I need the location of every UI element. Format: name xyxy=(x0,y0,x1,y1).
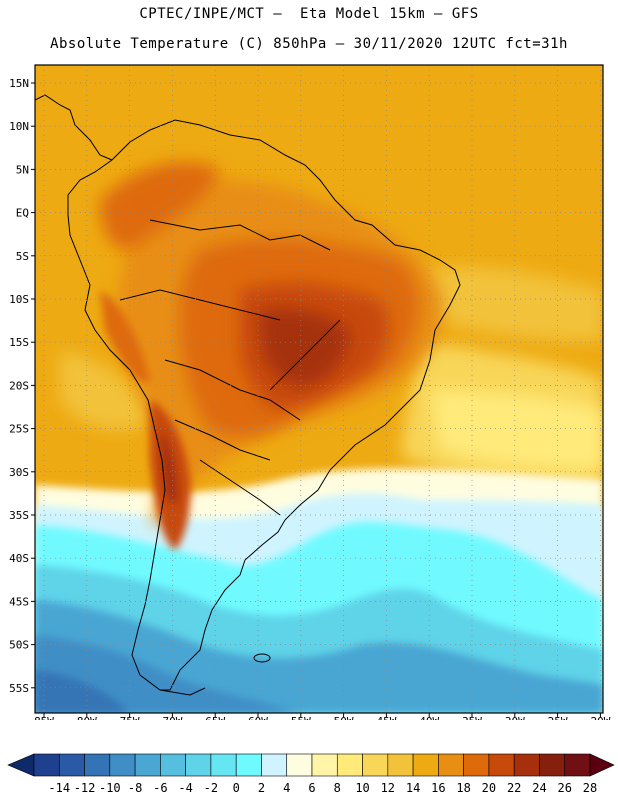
colorbar-box xyxy=(84,753,111,777)
colorbar-label: -6 xyxy=(153,781,167,795)
title-line-1: CPTEC/INPE/MCT – Eta Model 15km – GFS xyxy=(139,6,479,22)
colorbar-box xyxy=(488,753,515,777)
colorbar-label: 2 xyxy=(258,781,265,795)
colorbar-box xyxy=(336,753,363,777)
title-line-2: Absolute Temperature (C) 850hPa – 30/11/… xyxy=(50,36,568,52)
colorbar-label: 20 xyxy=(482,781,496,795)
lon-label: 85W xyxy=(34,715,54,720)
continent-warm-field xyxy=(100,161,443,550)
lon-label: 75W xyxy=(120,715,140,720)
lat-label: 50S xyxy=(9,639,29,652)
colorbar-box xyxy=(235,753,262,777)
graticule xyxy=(35,65,603,713)
lon-label: 30W xyxy=(505,715,525,720)
lon-label: 65W xyxy=(205,715,225,720)
colorbar-box xyxy=(286,753,313,777)
lon-label: 25W xyxy=(548,715,568,720)
colorbar-label: -8 xyxy=(128,781,142,795)
colorbar-box xyxy=(362,753,389,777)
colorbar-label: -10 xyxy=(99,781,121,795)
colorbar-labels: -14 -12 -10 -8 -6 -4 -2 0 2 4 6 8 10 12 14 16 18 20 22 24 26… xyxy=(48,781,597,795)
colorbar-under-arrow xyxy=(7,753,35,777)
lat-label: 25S xyxy=(9,423,29,436)
colorbar-over-arrow xyxy=(589,753,615,777)
lon-label: 50W xyxy=(334,715,354,720)
lat-label: 10S xyxy=(9,293,29,306)
colorbar-label: 26 xyxy=(558,781,572,795)
map-frame xyxy=(34,64,604,714)
colorbar-box xyxy=(564,753,591,777)
lat-label: 45S xyxy=(9,595,29,608)
colorbar-box xyxy=(210,753,237,777)
colorbar-label: 28 xyxy=(583,781,597,795)
lat-label: 30S xyxy=(9,466,29,479)
colorbar-box xyxy=(109,753,136,777)
colorbar-label: -14 xyxy=(48,781,70,795)
colorbar-box xyxy=(185,753,212,777)
colorbar-label: 12 xyxy=(381,781,395,795)
coastlines-and-borders xyxy=(35,94,461,696)
colorbar-box xyxy=(513,753,540,777)
lon-label: 55W xyxy=(291,715,311,720)
lon-label: 60W xyxy=(248,715,268,720)
map-figure: 15N 10N 5N EQ 5S 10S 15S 20S 25S 30S 35S 40S 45S 50S 5… xyxy=(9,64,611,720)
colorbar-label: 18 xyxy=(456,781,470,795)
lat-label: 5N xyxy=(16,163,29,176)
colorbar-label: 16 xyxy=(431,781,445,795)
colorbar-label: -2 xyxy=(204,781,218,795)
colorbar-label: 4 xyxy=(283,781,290,795)
longitude-axis: 85W 80W 75W 70W 65W 60W 55W 50W 45W 40W 35W 30W 25W 2… xyxy=(34,713,611,720)
colorbar: -14 -12 -10 -8 -6 -4 -2 0 2 4 6 8 10 12 14 16 18 20 22 24 26… xyxy=(7,753,615,795)
lat-label: 15S xyxy=(9,336,29,349)
colorbar-box xyxy=(412,753,439,777)
lon-label: 40W xyxy=(419,715,439,720)
colorbar-box xyxy=(438,753,464,777)
colorbar-box xyxy=(311,753,338,777)
colorbar-box xyxy=(134,753,161,777)
latitude-axis: 15N 10N 5N EQ 5S 10S 15S 20S 25S 30S 35S 40S 45S 50S 5… xyxy=(9,77,35,695)
lat-label: 20S xyxy=(9,379,29,392)
colorbar-box xyxy=(463,753,490,777)
colorbar-label: 10 xyxy=(355,781,369,795)
colorbar-box xyxy=(58,753,85,777)
colorbar-box xyxy=(539,753,566,777)
colorbar-label: -4 xyxy=(178,781,192,795)
lon-label: 45W xyxy=(376,715,396,720)
lat-label: 35S xyxy=(9,509,29,522)
colorbar-label: 0 xyxy=(233,781,240,795)
lat-label: 5S xyxy=(16,250,29,263)
lat-label: 10N xyxy=(9,120,29,133)
colorbar-box xyxy=(160,753,186,777)
lon-label: 70W xyxy=(162,715,182,720)
lon-label: 20W xyxy=(590,715,610,720)
lat-label: 55S xyxy=(9,682,29,695)
colorbar-label: -12 xyxy=(74,781,96,795)
colorbar-label: 8 xyxy=(334,781,341,795)
colorbar-box xyxy=(33,753,60,777)
colorbar-label: 6 xyxy=(308,781,315,795)
lat-label: EQ xyxy=(16,207,29,220)
colorbar-box xyxy=(387,753,414,777)
lon-label: 80W xyxy=(77,715,97,720)
colorbar-boxes xyxy=(7,753,615,777)
colorbar-label: 22 xyxy=(507,781,521,795)
colorbar-label: 24 xyxy=(532,781,546,795)
temperature-field xyxy=(35,65,603,713)
lat-label: 15N xyxy=(9,77,29,90)
colorbar-label: 14 xyxy=(406,781,420,795)
lat-label: 40S xyxy=(9,552,29,565)
colorbar-box xyxy=(261,753,288,777)
lon-label: 35W xyxy=(462,715,482,720)
